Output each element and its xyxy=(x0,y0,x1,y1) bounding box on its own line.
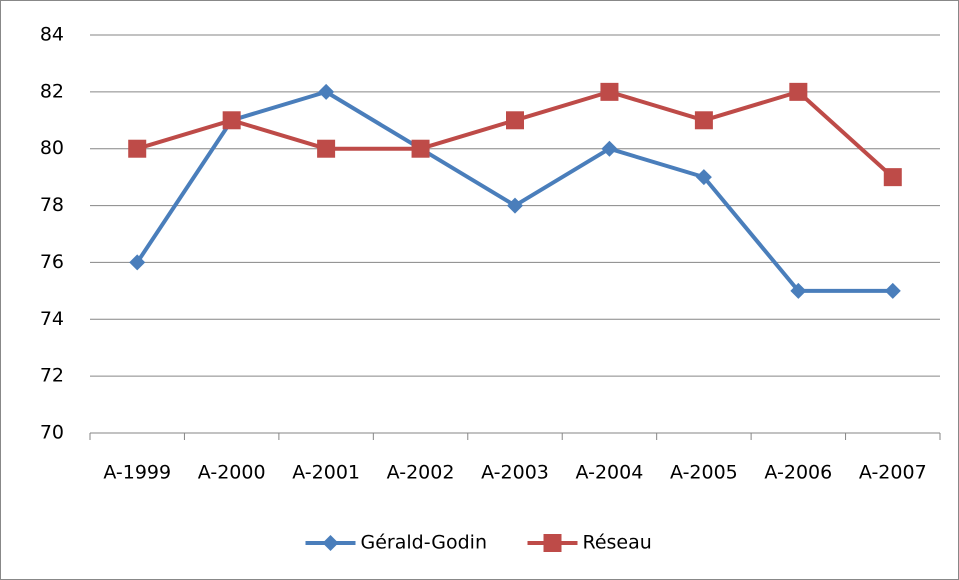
legend-label: Gérald-Godin xyxy=(361,532,488,554)
data-point xyxy=(601,140,618,157)
data-point xyxy=(883,168,902,187)
legend-marker xyxy=(543,534,562,552)
y-tick-label: 76 xyxy=(40,251,64,273)
x-tick-label: A-2004 xyxy=(576,462,644,484)
x-tick-label: A-2000 xyxy=(198,462,266,484)
data-point xyxy=(790,282,807,299)
y-tick-label: 70 xyxy=(40,422,64,444)
x-tick-label: A-2006 xyxy=(764,462,832,484)
data-point xyxy=(694,111,713,130)
y-tick-label: 72 xyxy=(40,365,64,387)
y-tick-label: 84 xyxy=(40,24,64,46)
y-tick-label: 78 xyxy=(40,194,64,216)
data-point xyxy=(600,82,619,101)
legend-label: Réseau xyxy=(583,532,652,554)
y-tick-label: 82 xyxy=(40,80,64,102)
y-tick-label: 74 xyxy=(40,308,64,330)
legend-marker xyxy=(322,535,339,551)
data-point xyxy=(128,139,147,158)
x-tick-label: A-2002 xyxy=(387,462,455,484)
data-point xyxy=(789,82,808,101)
data-point xyxy=(507,197,523,214)
data-point xyxy=(129,254,146,271)
data-point xyxy=(506,111,524,130)
x-tick-label: A-2003 xyxy=(481,462,549,484)
data-point xyxy=(317,139,336,158)
x-tick-label: A-2005 xyxy=(670,462,738,484)
x-tick-label: A-2007 xyxy=(859,462,927,484)
data-point xyxy=(884,282,901,299)
x-tick-label: A-2001 xyxy=(292,462,360,484)
x-tick-label: A-1999 xyxy=(103,462,171,484)
data-point xyxy=(318,83,335,100)
data-point xyxy=(222,111,241,130)
data-point xyxy=(695,169,712,186)
data-point xyxy=(411,139,430,158)
y-tick-label: 80 xyxy=(40,137,64,159)
